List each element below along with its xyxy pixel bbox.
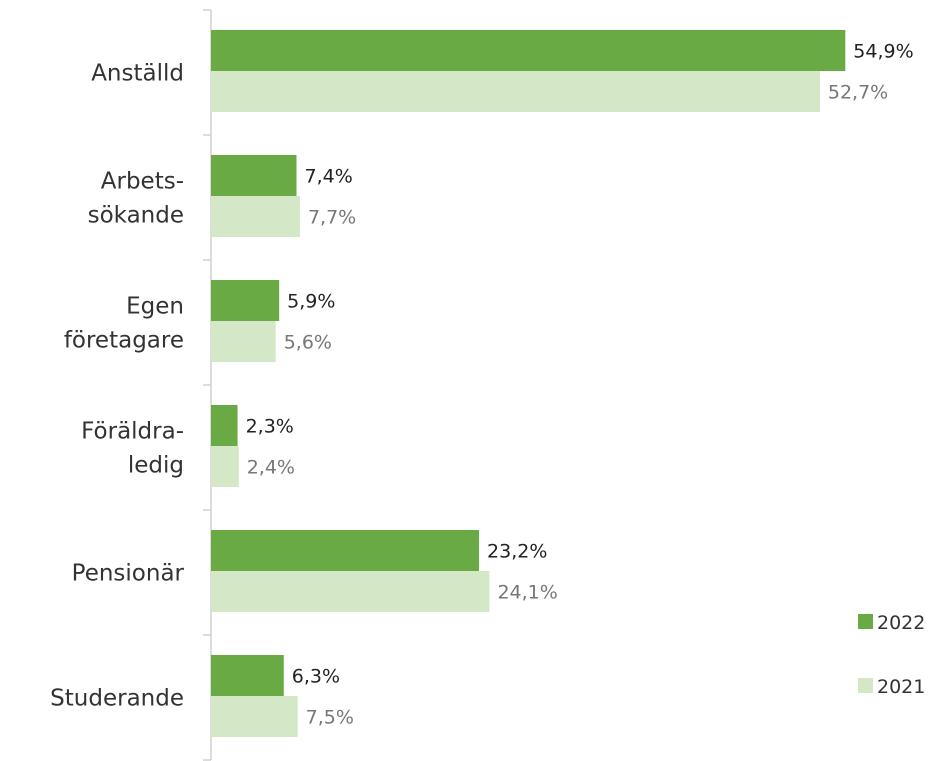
bar-2022 [211, 405, 238, 446]
bar-2022 [211, 530, 480, 571]
bar-2022 [211, 155, 297, 196]
data-label: 5,9% [287, 291, 335, 313]
category-label: Egen företagare [64, 294, 184, 354]
bar-2021 [211, 321, 276, 362]
data-label: 5,6% [284, 332, 332, 354]
data-label: 2,4% [247, 457, 295, 479]
category-label: Pensionär [72, 561, 185, 587]
data-label: 54,9% [853, 41, 913, 63]
bars-layer [211, 30, 846, 737]
bar-2022 [211, 30, 846, 71]
bar-2021 [211, 696, 298, 737]
data-label: 6,3% [292, 666, 340, 688]
axis-layer [203, 9, 212, 761]
data-label: 23,2% [487, 541, 547, 563]
category-label: Föräldra-ledig [81, 419, 184, 479]
legend-label: 2021 [877, 676, 925, 698]
category-label: Studerande [50, 686, 184, 712]
bar-2022 [211, 655, 284, 696]
category-label: Anställd [91, 61, 184, 87]
data-label: 2,3% [246, 416, 294, 438]
legend: 2022 2021 [858, 612, 925, 698]
data-label: 7,7% [308, 207, 356, 229]
data-label: 24,1% [497, 582, 557, 604]
category-label: Arbets-sökande [88, 169, 184, 229]
legend-swatch-2022 [858, 614, 873, 629]
bar-2021 [211, 196, 300, 237]
legend-label: 2022 [877, 612, 925, 634]
bar-2021 [211, 446, 239, 487]
data-label: 7,4% [304, 166, 352, 188]
labels-layer: Anställd 54,9% 52,7% Arbets-sökande 7,4% 7,7%… [50, 41, 913, 729]
bar-2021 [211, 571, 490, 612]
bar-2022 [211, 280, 280, 321]
data-label: 52,7% [828, 82, 888, 104]
data-label: 7,5% [306, 707, 354, 729]
bar-2021 [211, 71, 820, 112]
legend-swatch-2021 [858, 678, 873, 693]
